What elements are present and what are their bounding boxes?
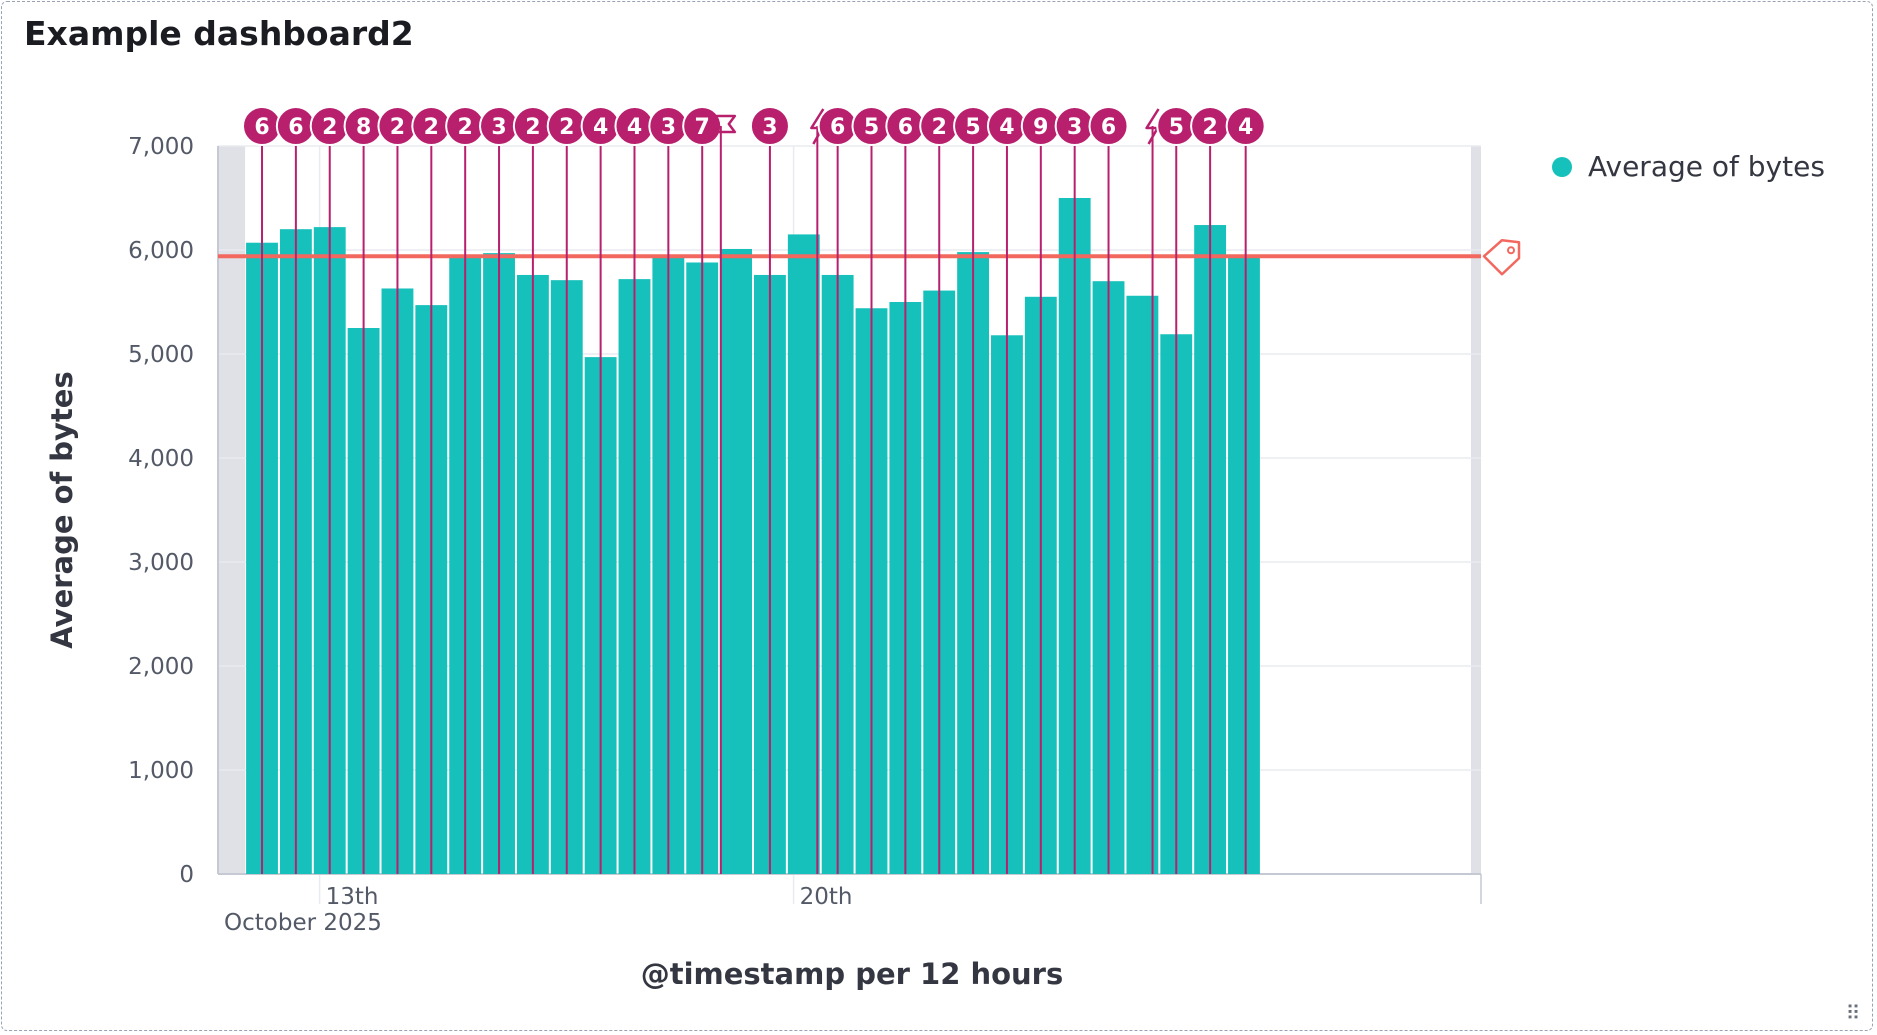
tag-icon: [1482, 238, 1521, 276]
annotation-marker-25: [1088, 106, 1129, 146]
annotation-count-9: 2: [559, 115, 574, 140]
x-tick-label: 13th: [326, 884, 379, 910]
annotation-count-15: 3: [762, 115, 777, 140]
annotation-count-4: 2: [390, 115, 405, 140]
annotation-count-18: 5: [864, 115, 879, 140]
annotation-count-5: 2: [424, 115, 439, 140]
annotation-count-24: 3: [1067, 115, 1082, 140]
annotation-count-10: 4: [593, 115, 608, 140]
annotation-marker-15: [749, 106, 790, 146]
y-tick-label: 1,000: [128, 758, 194, 784]
annotation-count-8: 2: [525, 115, 540, 140]
y-axis-title: Average of bytes: [45, 371, 79, 648]
annotation-count-6: 2: [458, 115, 473, 140]
annotation-count-13: 7: [695, 115, 710, 140]
legend-color-dot: [1552, 156, 1572, 177]
annotation-count-12: 3: [661, 115, 676, 140]
flag-icon: [710, 114, 737, 134]
annotation-marker-29: [1225, 106, 1266, 146]
bar-14: [720, 248, 752, 874]
bolt-icon: [810, 108, 825, 145]
tag-icon-hole: [1507, 246, 1515, 255]
bar-16: [787, 234, 820, 874]
x-axis-title: @timestamp per 12 hours: [641, 957, 1064, 991]
annotation-count-7: 3: [491, 115, 506, 140]
y-tick-label: 6,000: [128, 238, 194, 264]
bar-29: [1228, 255, 1260, 874]
annotation-count-25: 6: [1101, 115, 1116, 140]
annotation-count-11: 4: [627, 115, 642, 140]
annotation-count-20: 2: [932, 115, 947, 140]
annotation-count-0: 6: [254, 115, 269, 140]
legend-label: Average of bytes: [1588, 150, 1825, 183]
annotation-count-22: 4: [999, 115, 1014, 140]
y-tick-label: 5,000: [128, 342, 194, 368]
resize-handle-icon[interactable]: ⠿: [1845, 1001, 1861, 1025]
annotation-count-17: 6: [830, 115, 845, 140]
y-tick-label: 2,000: [128, 654, 194, 680]
x-tick-label: 20th: [800, 884, 853, 910]
annotation-count-27: 5: [1169, 115, 1184, 140]
out-of-range-shade-left: [218, 146, 246, 874]
annotation-count-19: 6: [898, 115, 913, 140]
bolt-icon: [1145, 108, 1160, 145]
y-tick-label: 7,000: [128, 134, 194, 160]
out-of-range-shade-right: [1471, 146, 1481, 874]
x-axis-sublabel: October 2025: [224, 910, 382, 936]
panel-title: Example dashboard2: [24, 14, 414, 53]
annotation-count-21: 5: [965, 115, 980, 140]
annotation-count-23: 9: [1033, 115, 1048, 140]
annotation-count-2: 2: [322, 115, 337, 140]
y-tick-label: 3,000: [128, 550, 194, 576]
y-tick-label: 4,000: [128, 446, 194, 472]
annotation-count-28: 2: [1202, 115, 1217, 140]
legend-item-average-of-bytes[interactable]: Average of bytes: [1552, 150, 1825, 183]
y-tick-label: 0: [179, 862, 194, 888]
annotation-count-1: 6: [288, 115, 303, 140]
annotation-count-29: 4: [1238, 115, 1253, 140]
annotation-count-3: 8: [356, 115, 371, 140]
